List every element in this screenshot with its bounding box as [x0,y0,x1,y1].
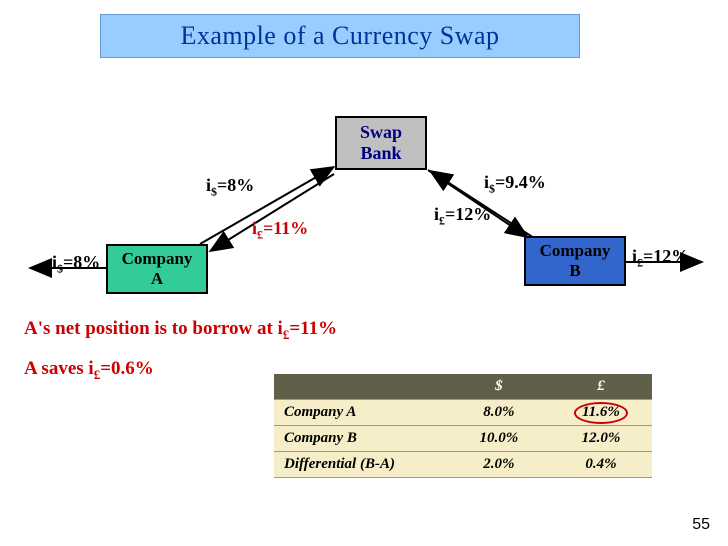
th-blank [274,374,448,400]
note-saves: A saves i£=0.6% [24,358,154,383]
node-company-a: Company A [106,244,208,294]
table-row: Differential (B-A)2.0%0.4% [274,452,652,478]
node-swap-bank-line1: Swap [360,122,402,143]
page-number: 55 [692,516,710,534]
note2-pre: A saves i [24,358,94,379]
rate-label-post: =8% [217,175,254,195]
note1-pre: A's net position is to borrow at i [24,318,283,339]
table-cell-pound: 12.0% [550,426,652,452]
rate-label-post: =8% [63,252,100,272]
rate-label-b_to_bank_top: i$=9.4% [484,172,546,197]
table-cell-dollar: 2.0% [448,452,550,478]
node-company-b-line1: Company [540,241,611,261]
rate-label-b_to_bank_bot: i£=12% [434,204,491,229]
rate-label-a_out: i$=8% [52,252,100,277]
table-cell-dollar: 8.0% [448,400,550,426]
table-row: Company B10.0%12.0% [274,426,652,452]
rate-label-post: =12% [445,204,491,224]
node-swap-bank-line2: Bank [360,143,401,164]
node-company-a-line1: Company [122,249,193,269]
th-dollar: $ [448,374,550,400]
node-company-b: Company B [524,236,626,286]
node-company-b-line2: B [569,261,580,281]
node-company-a-line2: A [151,269,163,289]
table-cell-pound: 0.4% [550,452,652,478]
note1-post: =11% [289,318,337,339]
rate-label-a_to_bank_top: i$=8% [206,175,254,200]
note2-post: =0.6% [100,358,154,379]
highlight-circle [574,402,628,424]
table-cell-label: Differential (B-A) [274,452,448,478]
rate-label-a_to_bank_bot: i£=11% [252,218,308,243]
note-net-position: A's net position is to borrow at i£=11% [24,318,337,343]
rate-label-post: =12% [643,246,689,266]
rate-table: $ £ Company A8.0%11.6%Company B10.0%12.0… [274,374,652,478]
table-cell-pound: 11.6% [550,400,652,426]
rate-label-b_out: i£=12% [632,246,689,271]
table-cell-label: Company A [274,400,448,426]
rate-label-post: =9.4% [495,172,546,192]
table-header-row: $ £ [274,374,652,400]
slide-title: Example of a Currency Swap [100,14,580,58]
node-swap-bank: Swap Bank [335,116,427,170]
table-cell-dollar: 10.0% [448,426,550,452]
table-row: Company A8.0%11.6% [274,400,652,426]
rate-label-post: =11% [263,218,308,238]
th-pound: £ [550,374,652,400]
table-cell-label: Company B [274,426,448,452]
